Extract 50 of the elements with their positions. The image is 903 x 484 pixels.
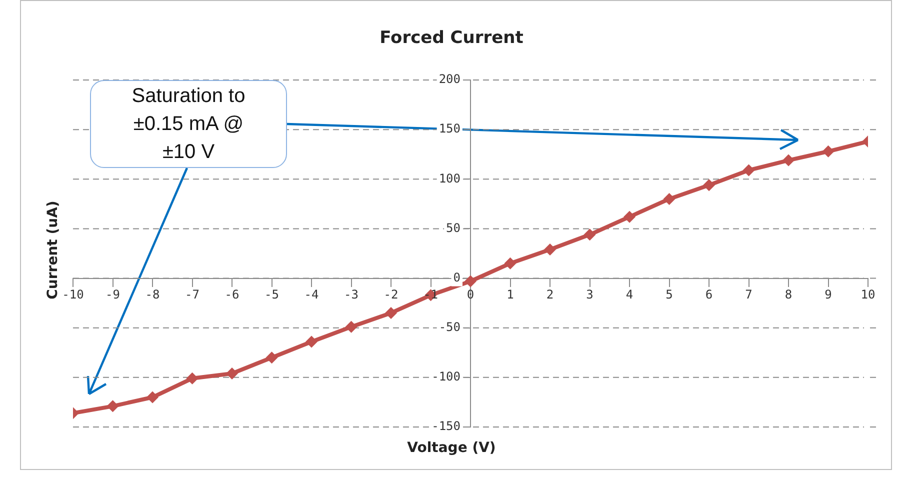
x-tick-label: -8 bbox=[145, 287, 160, 302]
point bbox=[464, 275, 476, 288]
point bbox=[703, 179, 715, 192]
x-axis-title: Voltage (V) bbox=[406, 440, 497, 456]
point bbox=[584, 228, 596, 241]
y-tick-label: 150 bbox=[438, 122, 460, 136]
x-tick-label: 1 bbox=[506, 287, 514, 302]
y-tick-label: 100 bbox=[438, 171, 460, 186]
x-tick-label: 2 bbox=[546, 287, 554, 302]
point bbox=[106, 400, 119, 412]
y-tick-label: -150 bbox=[432, 419, 460, 434]
point bbox=[266, 352, 278, 364]
y-tick-label: -50 bbox=[438, 320, 460, 334]
point bbox=[504, 257, 516, 270]
y-tick-label: 200 bbox=[438, 72, 460, 86]
y-tick-label: 0 bbox=[453, 270, 460, 284]
x-tick-label: 9 bbox=[824, 287, 832, 302]
point bbox=[186, 372, 198, 384]
point bbox=[345, 320, 358, 333]
point bbox=[146, 391, 158, 404]
point bbox=[544, 244, 556, 256]
x-tick-label: -3 bbox=[344, 287, 358, 302]
y-tick-label: 50 bbox=[446, 220, 460, 235]
chart-title: Forced Current bbox=[378, 28, 524, 48]
x-tick-label: 7 bbox=[745, 287, 752, 302]
x-tick-label: 5 bbox=[666, 287, 673, 302]
point bbox=[742, 164, 755, 176]
point bbox=[385, 306, 397, 319]
y-axis-title: Current (uA) bbox=[45, 200, 61, 300]
point bbox=[226, 367, 238, 380]
x-tick-label: 3 bbox=[586, 287, 594, 302]
x-tick-label: -6 bbox=[224, 287, 240, 302]
x-tick-label: -5 bbox=[264, 287, 279, 302]
callout-box: Saturation to ±0.15 mA @ ±10 V bbox=[90, 80, 287, 168]
point bbox=[663, 192, 676, 205]
x-tick-label: -2 bbox=[384, 287, 398, 302]
x-tick-label: 6 bbox=[705, 287, 713, 302]
x-tick-label: -10 bbox=[62, 287, 84, 302]
x-tick-label: 4 bbox=[626, 287, 634, 302]
x-tick-label: -7 bbox=[185, 287, 200, 302]
x-tick-label: -4 bbox=[304, 287, 319, 302]
point bbox=[306, 336, 318, 348]
x-tick-label: -9 bbox=[106, 287, 120, 302]
point bbox=[822, 145, 834, 158]
point bbox=[782, 154, 794, 166]
x-tick-label: 10 bbox=[860, 287, 876, 302]
point bbox=[624, 210, 636, 223]
x-tick-label: -1 bbox=[424, 287, 438, 302]
y-tick-label: -100 bbox=[432, 370, 460, 384]
x-tick-label: 8 bbox=[784, 287, 792, 302]
